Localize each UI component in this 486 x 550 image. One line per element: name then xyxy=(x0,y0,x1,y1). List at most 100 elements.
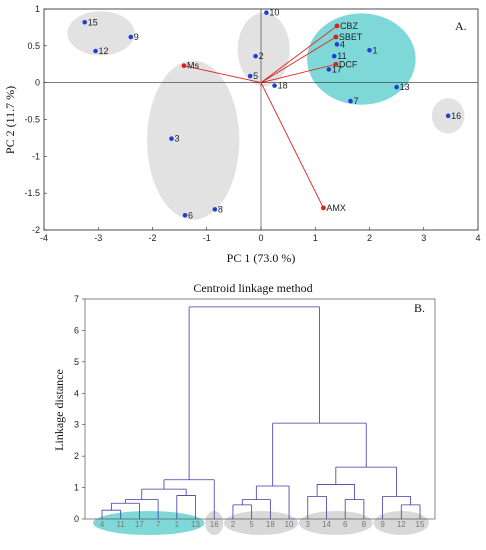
score-point xyxy=(93,48,98,54)
loading-vector xyxy=(183,65,262,84)
loading-point xyxy=(320,205,326,211)
leaf-label: 5 xyxy=(249,520,254,529)
pca-biplot: -4 -3 -2 -1 0 1 2 3 4-2-1.5-1-0.500.51 CBZSBETDC… xyxy=(3,4,481,265)
leaf-label: 9 xyxy=(380,520,385,529)
score-label: 9 xyxy=(134,32,139,42)
score-label: 13 xyxy=(400,82,410,92)
axis-ticks: -4 -3 -2 -1 0 1 2 3 4-2-1.5-1-0.500.51 xyxy=(24,4,480,243)
y-axis-title: PC 2 (11.7 %) xyxy=(3,86,17,154)
score-point xyxy=(348,98,353,104)
x-tick-label: 2 xyxy=(367,233,372,243)
leaf-label: 4 xyxy=(100,520,105,529)
leaf-label: 18 xyxy=(266,520,275,529)
leaf-label: 16 xyxy=(210,520,219,529)
score-label: 5 xyxy=(253,71,258,81)
score-label: 11 xyxy=(337,51,346,61)
leaf-label: 10 xyxy=(285,520,294,529)
leaf-label: 8 xyxy=(362,520,367,529)
y-tick-label: 7 xyxy=(74,294,79,304)
loading-label: Ms xyxy=(187,61,199,71)
leaf-label: 11 xyxy=(117,520,126,529)
leaf-cluster-ellipse xyxy=(223,511,299,535)
y-tick-label: 0 xyxy=(35,78,40,88)
score-label: 16 xyxy=(451,111,461,121)
score-label: 4 xyxy=(340,39,345,49)
panel-label-a: A. xyxy=(455,19,467,33)
panel-label-b: B. xyxy=(414,301,425,315)
loading-vector xyxy=(260,82,324,209)
cluster-ellipses xyxy=(67,11,465,220)
leaf-labels: 4 11 17 7 1 13 16 2 5 18 10 3 14 6 8 9 12 15 xyxy=(100,520,425,529)
score-label: 3 xyxy=(174,134,179,144)
y-tick-label: 0 xyxy=(74,514,79,524)
leaf-label: 3 xyxy=(306,520,311,529)
cluster-ellipse xyxy=(237,12,290,87)
y-tick-label: 6 xyxy=(74,325,79,335)
leaf-label: 2 xyxy=(231,520,236,529)
leaf-label: 6 xyxy=(343,520,348,529)
y-tick-label: 5 xyxy=(74,357,79,367)
score-label: 2 xyxy=(259,51,264,61)
loading-vector xyxy=(260,63,336,84)
y-tick-label: 3 xyxy=(74,420,79,430)
x-tick-label: 1 xyxy=(313,233,318,243)
loading-vector xyxy=(260,36,337,84)
loading-label: AMX xyxy=(326,203,346,213)
score-point xyxy=(212,207,218,212)
y-tick-label: 2 xyxy=(74,451,79,461)
score-point xyxy=(334,42,340,47)
score-label: 18 xyxy=(278,81,288,91)
score-point xyxy=(394,84,399,90)
leaf-cluster-ellipse xyxy=(373,511,430,535)
cluster-ellipse xyxy=(147,60,240,220)
score-point xyxy=(272,83,277,88)
y-tick-label: 1 xyxy=(74,483,79,493)
loading-label: SBET xyxy=(339,32,363,42)
loading-label: CBZ xyxy=(340,21,359,31)
y-tick-label: 0.5 xyxy=(27,41,40,51)
score-point xyxy=(331,53,337,59)
score-point xyxy=(82,19,87,25)
score-label: 7 xyxy=(354,96,359,106)
score-point xyxy=(445,113,451,119)
y-tick-label: -1.5 xyxy=(24,188,40,198)
loading-label: DCF xyxy=(339,59,358,69)
plot-frame-b xyxy=(84,298,436,520)
score-label: 10 xyxy=(269,8,279,18)
leaf-label: 1 xyxy=(175,520,180,529)
x-tick-label: 3 xyxy=(421,233,426,243)
x-axis-title: PC 1 (73.0 %) xyxy=(227,251,296,265)
score-point xyxy=(128,34,134,40)
leaf-label: 12 xyxy=(397,520,406,529)
x-tick-label: -4 xyxy=(40,233,48,243)
score-label: 15 xyxy=(88,17,98,27)
score-point xyxy=(182,212,188,218)
score-point xyxy=(367,47,372,53)
y-tick-label: 1 xyxy=(35,4,40,14)
y-axis-title-b: Linkage distance xyxy=(52,369,66,451)
score-point xyxy=(264,10,269,15)
y-tick-label: 4 xyxy=(74,388,79,398)
leaf-cluster-ellipse xyxy=(298,511,373,535)
x-tick-label: -2 xyxy=(148,233,156,243)
leaf-label: 7 xyxy=(156,520,161,529)
score-point xyxy=(253,53,258,59)
y-tick-label: -1 xyxy=(32,151,40,161)
dendrogram-title: Centroid linkage method xyxy=(193,281,312,295)
score-label: 17 xyxy=(332,64,342,74)
y-tick-label: -0.5 xyxy=(24,115,40,125)
x-tick-label: -1 xyxy=(203,233,211,243)
y-tick-label: -2 xyxy=(32,225,40,235)
loading-point xyxy=(181,63,187,69)
score-label: 6 xyxy=(188,210,193,220)
score-label: 12 xyxy=(99,46,109,56)
score-label: 1 xyxy=(373,45,378,55)
leaf-cluster-ellipse xyxy=(93,511,205,535)
leaf-label: 15 xyxy=(416,520,425,529)
score-point xyxy=(326,67,332,72)
dendrogram-links xyxy=(101,306,421,519)
leaf-label: 13 xyxy=(191,520,200,529)
x-tick-label: -3 xyxy=(94,233,102,243)
